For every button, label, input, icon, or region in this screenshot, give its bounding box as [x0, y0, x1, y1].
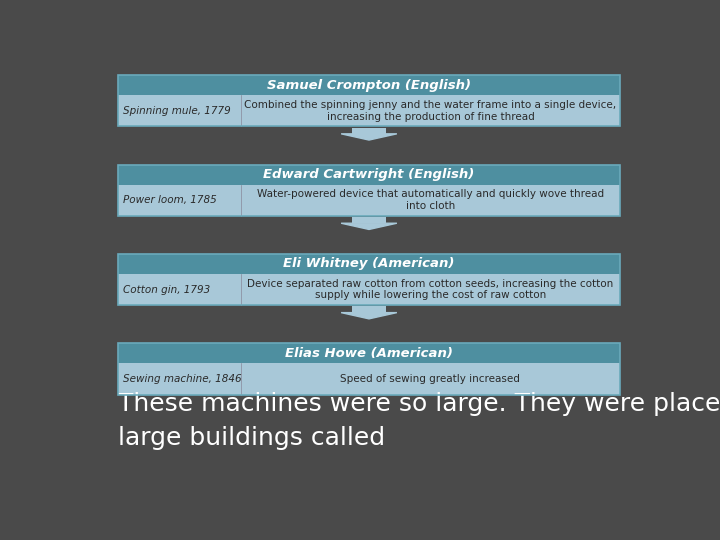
Bar	[118, 75, 620, 95]
Text: Eli Whitney (American): Eli Whitney (American)	[283, 258, 455, 271]
Bar	[118, 75, 620, 126]
Text: Water-powered device that automatically and quickly wove thread
into cloth: Water-powered device that automatically …	[257, 190, 604, 211]
Text: Speed of sewing greatly increased: Speed of sewing greatly increased	[341, 374, 521, 384]
Bar	[118, 274, 620, 305]
Bar	[118, 254, 620, 274]
Text: These machines were so large. They were placed in: These machines were so large. They were …	[118, 392, 720, 416]
Polygon shape	[341, 313, 397, 319]
Text: Cotton gin, 1793: Cotton gin, 1793	[124, 285, 211, 294]
Bar	[118, 363, 620, 395]
Text: Device separated raw cotton from cotton seeds, increasing the cotton
supply whil: Device separated raw cotton from cotton …	[247, 279, 613, 300]
Text: Combined the spinning jenny and the water frame into a single device,
increasing: Combined the spinning jenny and the wate…	[244, 100, 616, 122]
Bar	[118, 254, 620, 305]
Bar	[118, 343, 620, 395]
Bar	[118, 165, 620, 185]
Bar	[352, 306, 386, 313]
Text: Samuel Crompton (English): Samuel Crompton (English)	[267, 79, 471, 92]
Bar	[118, 95, 620, 126]
Bar	[118, 165, 620, 216]
Text: Elias Howe (American): Elias Howe (American)	[285, 347, 453, 360]
Bar	[118, 343, 620, 363]
Text: Power loom, 1785: Power loom, 1785	[124, 195, 217, 205]
Bar	[352, 127, 386, 134]
Polygon shape	[341, 223, 397, 230]
Text: Spinning mule, 1779: Spinning mule, 1779	[124, 106, 231, 116]
Text: large buildings called: large buildings called	[118, 426, 393, 450]
Text: Sewing machine, 1846: Sewing machine, 1846	[124, 374, 242, 384]
Bar	[118, 185, 620, 216]
Text: Edward Cartwright (English): Edward Cartwright (English)	[264, 168, 474, 181]
Polygon shape	[341, 134, 397, 140]
Bar	[352, 217, 386, 223]
